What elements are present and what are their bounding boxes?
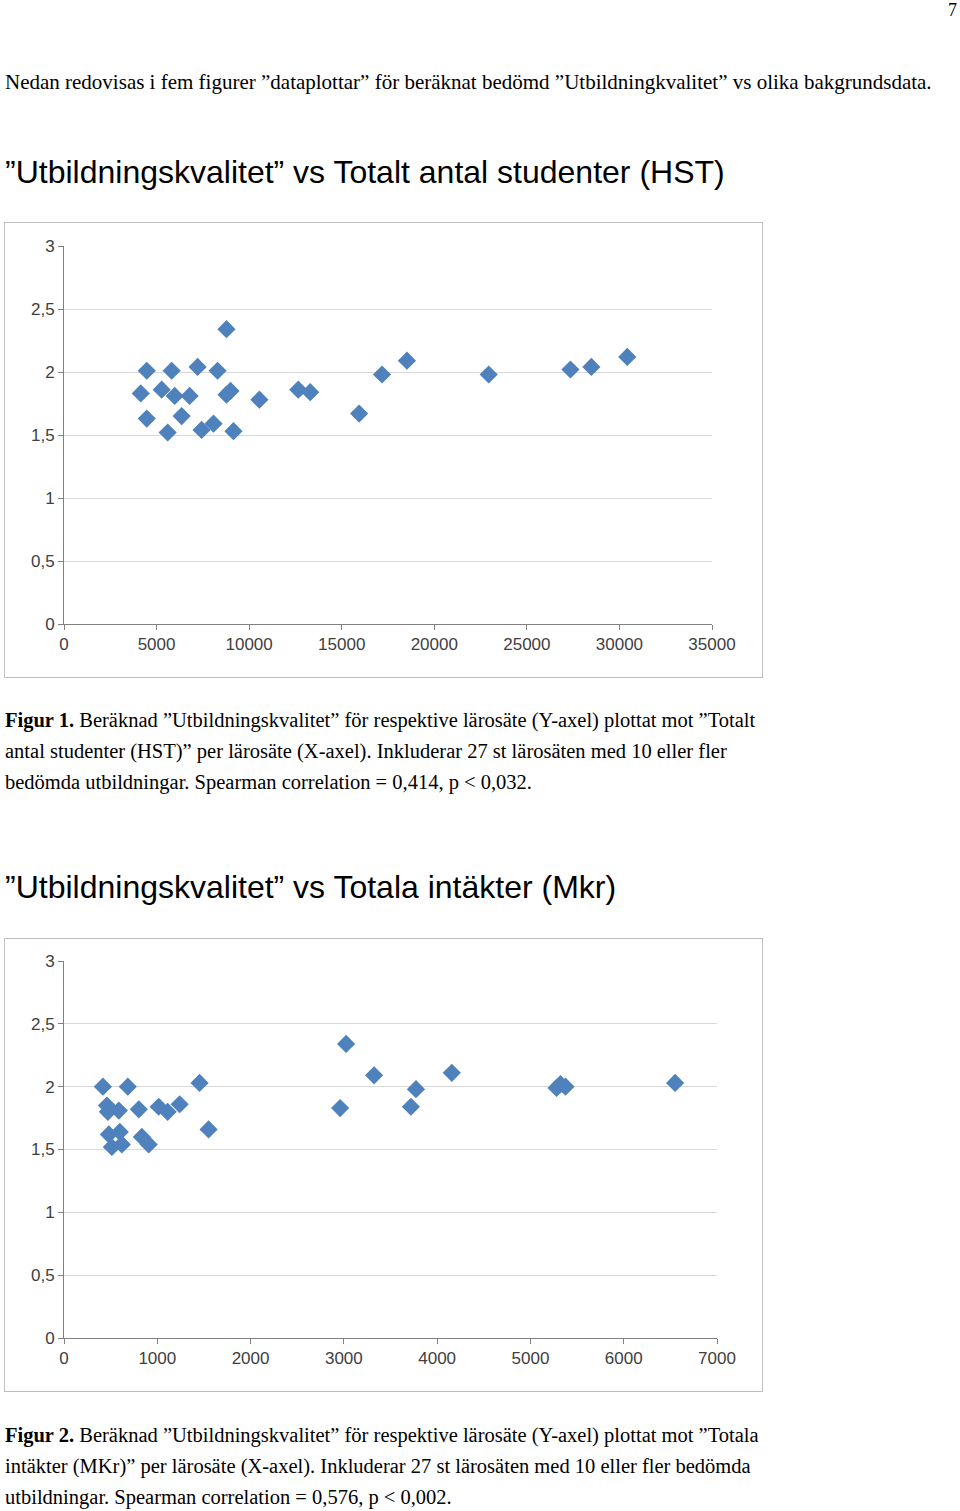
svg-text:3: 3 <box>45 237 54 256</box>
svg-text:6000: 6000 <box>605 1349 643 1368</box>
html-text:Nedan redovisas i fem figurer: Nedan redovisas i fem figurer ”dataplott… <box>5 70 932 94</box>
html-text:”Utbildningskvalitet” vs Total: ”Utbildningskvalitet” vs Totalt antal st… <box>5 154 725 190</box>
svg-text:2,5: 2,5 <box>31 1015 55 1034</box>
svg-text:15000: 15000 <box>318 635 365 654</box>
svg-text:2: 2 <box>45 1078 54 1097</box>
svg-text:25000: 25000 <box>503 635 550 654</box>
svg-text:4000: 4000 <box>418 1349 456 1368</box>
svg-text:0: 0 <box>59 635 68 654</box>
svg-text:5000: 5000 <box>512 1349 550 1368</box>
svg-text:1000: 1000 <box>138 1349 176 1368</box>
svg-text:0,5: 0,5 <box>31 1266 55 1285</box>
svg-text:0,5: 0,5 <box>31 552 55 571</box>
svg-text:0: 0 <box>45 1329 54 1348</box>
svg-text:1: 1 <box>45 1203 54 1222</box>
svg-text:0: 0 <box>59 1349 68 1368</box>
svg-text:20000: 20000 <box>411 635 458 654</box>
html-text:7: 7 <box>948 0 957 20</box>
svg-text:1: 1 <box>45 489 54 508</box>
svg-text:5000: 5000 <box>138 635 176 654</box>
svg-text:1,5: 1,5 <box>31 1140 55 1159</box>
svg-text:1,5: 1,5 <box>31 426 55 445</box>
svg-text:2: 2 <box>45 363 54 382</box>
svg-text:0: 0 <box>45 615 54 634</box>
html-text:”Utbildningskvalitet” vs Total: ”Utbildningskvalitet” vs Totala intäkter… <box>5 869 617 905</box>
svg-text:10000: 10000 <box>225 635 272 654</box>
svg-text:7000: 7000 <box>698 1349 736 1368</box>
svg-text:30000: 30000 <box>596 635 643 654</box>
svg-text:3: 3 <box>45 952 54 971</box>
svg-text:2,5: 2,5 <box>31 300 55 319</box>
svg-text:2000: 2000 <box>232 1349 270 1368</box>
svg-text:35000: 35000 <box>688 635 735 654</box>
html-text:Figur 1. Beräknad ”Utbildnings: Figur 1. Beräknad ”Utbildningskvalitet” … <box>5 709 756 793</box>
svg-text:3000: 3000 <box>325 1349 363 1368</box>
html-text:Figur 2. Beräknad ”Utbildnings: Figur 2. Beräknad ”Utbildningskvalitet” … <box>5 1424 759 1508</box>
